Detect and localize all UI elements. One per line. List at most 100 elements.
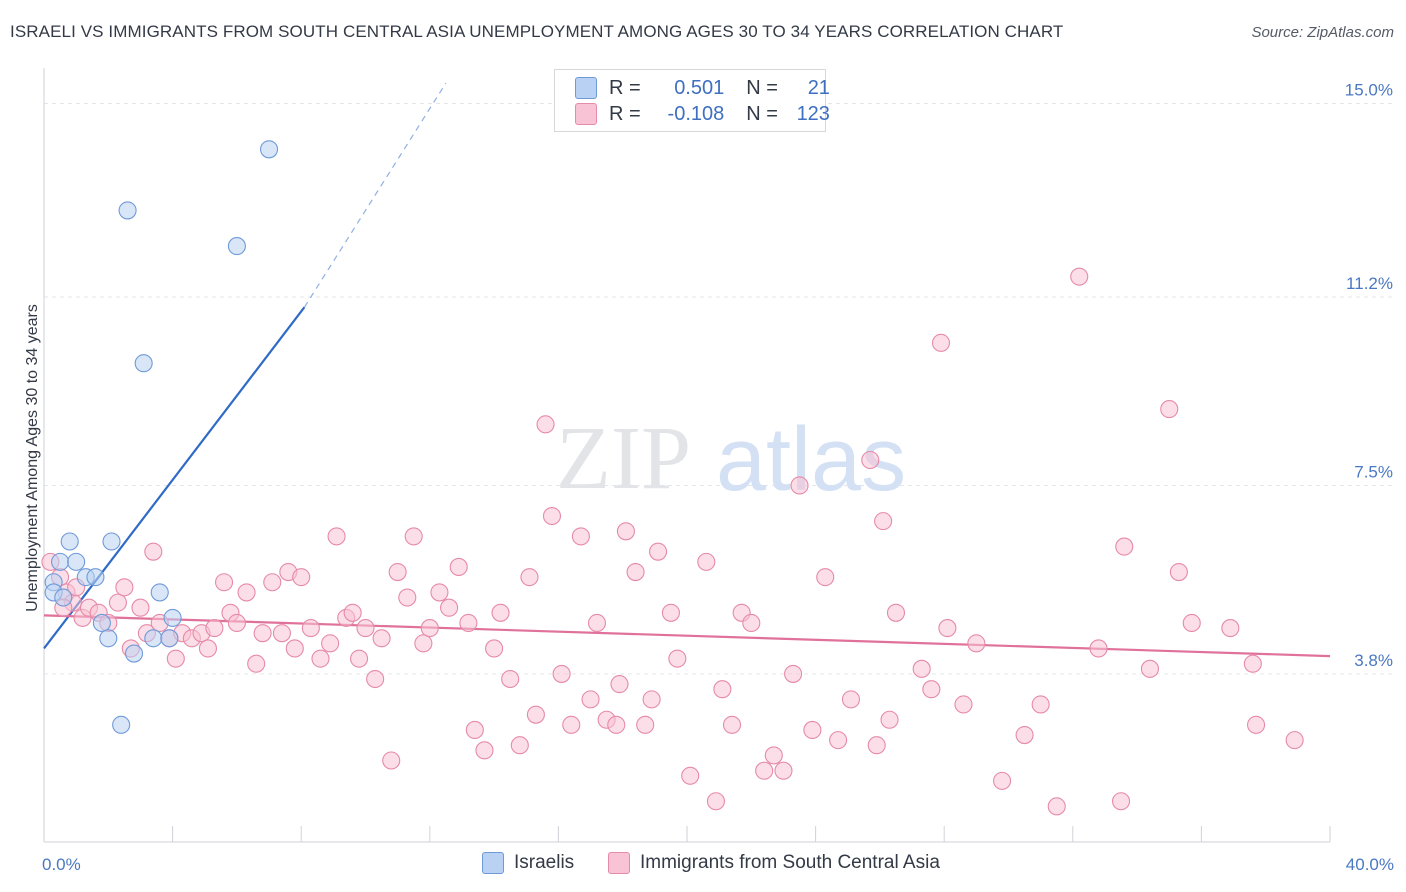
correlation-legend: R = 0.501 N = 21 R = -0.108 N = 123 <box>554 69 830 132</box>
data-point <box>430 583 449 602</box>
data-point <box>1140 659 1160 678</box>
data-point <box>1115 537 1134 556</box>
data-point <box>398 588 417 607</box>
trend-line <box>43 306 306 650</box>
data-point <box>552 664 571 683</box>
data-point <box>112 715 131 734</box>
data-point <box>86 568 105 587</box>
data-point <box>131 598 150 617</box>
data-point <box>510 736 529 755</box>
data-point <box>144 542 163 561</box>
data-point <box>742 613 761 633</box>
data-point <box>285 639 304 658</box>
data-point <box>649 542 668 561</box>
y-tick-label: 3.8% <box>1354 651 1393 670</box>
data-point <box>60 532 79 551</box>
data-point <box>1160 400 1179 419</box>
data-point <box>722 715 742 734</box>
series-legend: Israelis Immigrants from South Central A… <box>0 852 1406 878</box>
data-point <box>247 654 266 673</box>
data-point <box>327 527 346 546</box>
legend-r-label: R = <box>609 102 641 125</box>
data-point <box>404 527 423 546</box>
data-point <box>118 201 137 220</box>
series-label-israelis: Israelis <box>514 852 575 873</box>
data-point <box>1111 792 1131 811</box>
data-point <box>414 634 433 653</box>
data-point <box>886 603 906 622</box>
data-point <box>366 669 385 689</box>
data-point <box>931 333 951 352</box>
data-point <box>562 715 581 734</box>
legend-n-value: 123 <box>796 102 830 125</box>
data-point <box>697 552 716 571</box>
trend-line-extension <box>303 82 447 308</box>
series-swatch-israelis <box>482 852 504 874</box>
data-point <box>115 578 134 597</box>
data-point <box>764 746 783 765</box>
data-point <box>67 552 86 571</box>
series-legend-immigrants[interactable]: Immigrants from South Central Asia <box>608 852 940 874</box>
data-point <box>501 669 520 689</box>
data-point <box>1182 613 1201 633</box>
data-point <box>1070 267 1089 286</box>
data-point <box>259 140 279 159</box>
axes <box>43 68 1331 843</box>
data-point <box>1285 731 1304 750</box>
data-point <box>571 527 590 546</box>
legend-row-israelis: R = 0.501 N = 21 <box>575 76 830 100</box>
data-point <box>160 629 179 648</box>
data-point <box>880 710 899 729</box>
gridlines <box>44 102 1392 675</box>
data-point <box>237 583 256 602</box>
data-point <box>301 619 320 638</box>
data-point <box>816 568 835 587</box>
data-point <box>475 741 494 760</box>
data-point <box>542 506 562 526</box>
data-point <box>92 613 111 633</box>
data-point <box>253 624 272 643</box>
data-point <box>536 415 555 434</box>
data-point <box>636 715 655 734</box>
data-point <box>713 680 732 699</box>
data-point <box>520 568 539 587</box>
legend-r-value: -0.108 <box>667 102 725 125</box>
data-points <box>41 140 1304 816</box>
data-point <box>829 731 848 750</box>
data-point <box>108 593 127 612</box>
legend-n-value: 21 <box>807 76 830 99</box>
trend-lines <box>43 82 1331 658</box>
data-point <box>784 664 803 683</box>
data-point <box>668 649 687 668</box>
data-point <box>867 736 886 755</box>
data-point <box>922 680 941 699</box>
series-legend-israelis[interactable]: Israelis <box>482 852 574 874</box>
data-point <box>54 588 73 607</box>
data-point <box>163 608 182 627</box>
data-point <box>205 619 224 638</box>
data-point <box>967 634 986 653</box>
y-tick-label: 11.2% <box>1346 274 1393 293</box>
data-point <box>774 761 793 780</box>
data-point <box>420 619 439 638</box>
legend-r-value: 0.501 <box>674 76 725 99</box>
data-point <box>755 761 774 780</box>
data-point <box>526 705 545 724</box>
data-point <box>321 634 340 653</box>
data-point <box>102 532 121 551</box>
y-tick-label: 15.0% <box>1345 80 1393 99</box>
data-point <box>51 552 70 571</box>
data-point <box>343 603 362 622</box>
data-point <box>642 690 661 709</box>
legend-n-label: N = <box>746 76 778 99</box>
data-point <box>440 598 459 617</box>
watermark: ZIP atlas <box>556 409 906 510</box>
data-point <box>861 450 880 470</box>
data-point <box>790 476 809 495</box>
data-point <box>1089 639 1108 658</box>
data-point <box>1221 619 1240 638</box>
data-point <box>626 563 645 582</box>
data-point <box>587 613 607 633</box>
watermark-zip: ZIP <box>556 409 691 508</box>
data-point <box>465 720 484 739</box>
